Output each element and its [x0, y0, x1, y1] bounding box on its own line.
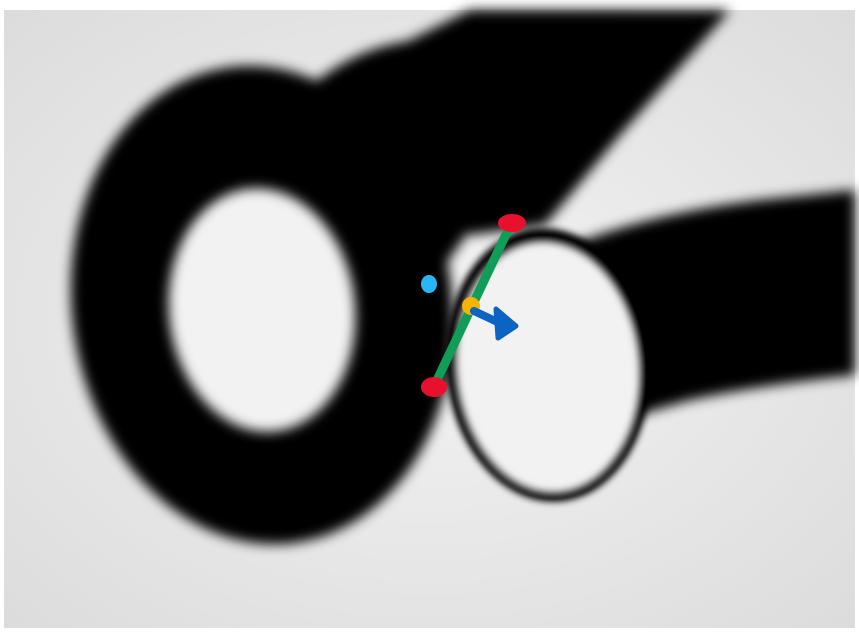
left-handle-hole — [168, 188, 356, 432]
scissors-silhouette — [70, 10, 855, 545]
endpoint-bottom-marker — [421, 377, 447, 397]
normal-arrow — [470, 306, 519, 341]
right-handle-ring — [445, 228, 651, 502]
reference-point-marker — [421, 275, 437, 293]
endpoint-top-marker — [498, 214, 526, 232]
